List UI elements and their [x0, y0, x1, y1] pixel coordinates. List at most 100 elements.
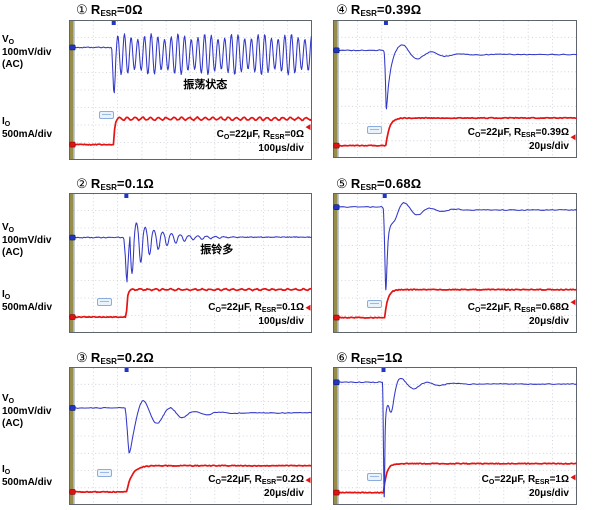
- scope-panel-3: CO=22μF, RESR=0.2Ω 20μs/div: [69, 367, 312, 505]
- panel-title-2: ② RESR=0.1Ω: [76, 176, 154, 192]
- annotation-conditions: CO=22μF, RESR=1Ω: [481, 474, 569, 486]
- waveform-screen: [333, 367, 577, 505]
- cursor-label-bubble: [96, 297, 112, 306]
- circled-number: ④: [336, 2, 348, 17]
- io-trace: [333, 116, 577, 147]
- grid: [334, 368, 576, 504]
- panel-title-1: ① RESR=0Ω: [76, 2, 143, 18]
- annotation-timebase: 20μs/div: [528, 315, 569, 327]
- trigger-level-marker-icon: [305, 124, 311, 131]
- scope-panel-1: 振荡状态 CO=22μF, RESR=0Ω 100μs/div: [69, 20, 312, 160]
- annotation-timebase: 100μs/div: [258, 142, 304, 154]
- trigger-level-marker-icon: [570, 474, 576, 481]
- annotation-conditions: CO=22μF, RESR=0.2Ω: [208, 474, 304, 486]
- trigger-level-marker-icon: [570, 299, 576, 306]
- ringing-note: 振铃多: [200, 243, 234, 256]
- vo-channel-marker-icon: [333, 47, 340, 54]
- trigger-marker-icon: [381, 368, 386, 372]
- title-resr: RESR=0.68Ω: [350, 176, 422, 192]
- io-scale-label: IO 500mA/div: [2, 116, 53, 140]
- annotation-timebase: 20μs/div: [263, 487, 304, 499]
- conditions-annotation: CO=22μF, RESR=0.39Ω 20μs/div: [468, 126, 569, 153]
- title-resr: RESR=1Ω: [350, 350, 403, 366]
- conditions-annotation: CO=22μF, RESR=0.1Ω 100μs/div: [208, 301, 304, 328]
- circled-number: ⑥: [336, 350, 348, 365]
- left-edge-strip: [334, 368, 338, 504]
- io-trace: [69, 464, 312, 494]
- vo-trace: [69, 33, 312, 94]
- annotation-conditions: CO=22μF, RESR=0.1Ω: [208, 302, 304, 314]
- scope-panel-2: 振铃多 CO=22μF, RESR=0.1Ω 100μs/div: [69, 193, 312, 333]
- vo-trace: [333, 377, 577, 498]
- annotation-conditions: CO=22μF, RESR=0Ω: [216, 129, 304, 141]
- vo-scale-label: VO 100mV/div (AC): [2, 34, 52, 70]
- io-trace: [69, 287, 312, 319]
- io-channel-marker-icon: [69, 314, 76, 320]
- io-trace: [69, 116, 312, 146]
- grid: [70, 21, 311, 159]
- scope-panel-6: CO=22μF, RESR=1Ω 20μs/div: [333, 367, 577, 505]
- annotation-conditions: CO=22μF, RESR=0.68Ω: [467, 302, 569, 314]
- vo-channel-marker-icon: [69, 405, 76, 411]
- io-trace: [333, 462, 577, 494]
- io-channel-marker-icon: [69, 489, 76, 495]
- io-scale-label: IO 500mA/div: [2, 289, 53, 313]
- grid: [334, 194, 576, 332]
- cursor-label-bubble: [367, 299, 383, 308]
- circled-number: ③: [76, 350, 88, 365]
- vo-trace: [69, 399, 312, 454]
- cursor-label-bubble: [367, 473, 383, 482]
- waveform-screen: [69, 20, 312, 160]
- left-edge-strip: [334, 194, 338, 332]
- grid: [334, 21, 576, 157]
- vo-channel-marker-icon: [333, 204, 340, 210]
- panel-title-6: ⑥ RESR=1Ω: [336, 350, 403, 366]
- cursor-label-bubble: [96, 469, 112, 478]
- title-resr: RESR=0.39Ω: [350, 2, 422, 18]
- annotation-timebase: 20μs/div: [528, 140, 569, 152]
- circled-number: ①: [76, 2, 88, 17]
- left-edge-strip: [70, 194, 74, 332]
- trigger-level-marker-icon: [305, 304, 311, 311]
- vo-trace: [69, 222, 312, 283]
- panel-title-3: ③ RESR=0.2Ω: [76, 350, 154, 366]
- oscillation-note: 振荡状态: [183, 79, 228, 91]
- io-scale-label: IO 500mA/div: [2, 464, 53, 488]
- annotation-timebase: 20μs/div: [528, 487, 569, 499]
- conditions-annotation: CO=22μF, RESR=0.68Ω 20μs/div: [468, 301, 569, 328]
- cursor-label-bubble: [99, 110, 115, 119]
- conditions-annotation: CO=22μF, RESR=0.2Ω 20μs/div: [208, 473, 304, 500]
- waveform-screen: [333, 193, 577, 333]
- trigger-level-marker-icon: [305, 477, 311, 484]
- vo-channel-marker-icon: [69, 234, 76, 241]
- panel-title-5: ⑤ RESR=0.68Ω: [336, 176, 421, 192]
- scope-panel-5: CO=22μF, RESR=0.68Ω 20μs/div: [333, 193, 577, 333]
- io-channel-marker-icon: [69, 141, 76, 148]
- io-channel-marker-icon: [333, 142, 340, 149]
- waveform-screen: [69, 193, 312, 333]
- trigger-level-marker-icon: [570, 134, 576, 141]
- io-channel-marker-icon: [333, 314, 340, 321]
- left-edge-strip: [70, 21, 74, 159]
- waveform-screen: [69, 367, 312, 505]
- io-trace: [333, 288, 577, 319]
- io-channel-marker-icon: [333, 489, 340, 496]
- conditions-annotation: CO=22μF, RESR=0Ω 100μs/div: [217, 128, 304, 155]
- trigger-marker-icon: [124, 368, 129, 372]
- cursor-label-bubble: [367, 125, 383, 134]
- title-resr: RESR=0Ω: [90, 2, 143, 18]
- annotation-timebase: 100μs/div: [258, 315, 304, 327]
- vo-scale-label: VO 100mV/div (AC): [2, 222, 52, 258]
- panel-title-4: ④ RESR=0.39Ω: [336, 2, 421, 18]
- annotation-conditions: CO=22μF, RESR=0.39Ω: [467, 127, 569, 139]
- waveform-screen: [333, 20, 577, 158]
- title-resr: RESR=0.2Ω: [90, 350, 154, 366]
- conditions-annotation: CO=22μF, RESR=1Ω 20μs/div: [482, 473, 569, 500]
- scope-panel-4: CO=22μF, RESR=0.39Ω 20μs/div: [333, 20, 577, 158]
- vo-scale-label: VO 100mV/div (AC): [2, 393, 52, 429]
- vo-trace: [333, 44, 577, 110]
- trigger-marker-icon: [383, 21, 388, 25]
- vo-channel-marker-icon: [69, 44, 76, 51]
- left-edge-strip: [334, 21, 338, 157]
